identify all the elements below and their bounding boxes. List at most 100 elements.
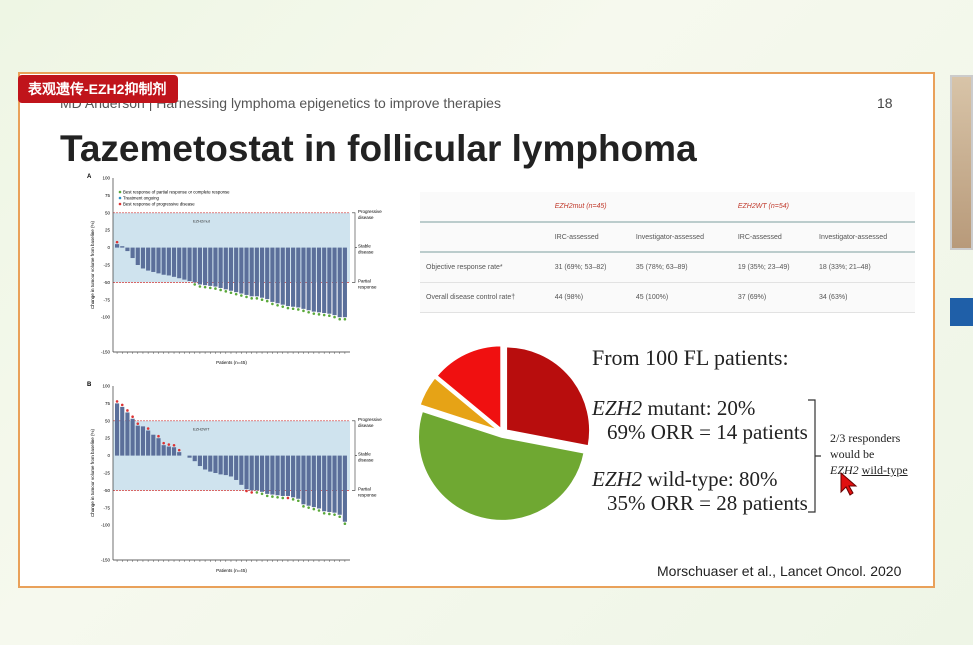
zone-label: response — [358, 492, 377, 497]
bar — [316, 247, 322, 313]
bar — [301, 455, 306, 505]
subheader: IRC-assessed — [548, 222, 630, 253]
y-tick-label: -25 — [103, 471, 110, 476]
bar — [285, 247, 291, 307]
marker — [281, 496, 285, 500]
marker — [224, 290, 228, 293]
legend-entry: Treatment ongoing — [123, 196, 160, 201]
marker — [317, 509, 321, 512]
bar — [316, 455, 322, 509]
marker — [286, 306, 290, 310]
bracket — [352, 420, 357, 491]
marker — [286, 496, 290, 500]
marker — [322, 313, 326, 317]
slide-title: Tazemetostat in follicular lymphoma — [60, 128, 697, 169]
marker — [245, 489, 248, 493]
bar — [171, 247, 177, 277]
bar — [208, 455, 213, 472]
waterfall-chart-b: B EZH2WT 100 75 50 25 0 -25 -50 -75 -100 -150 Patien… — [87, 382, 382, 573]
bar — [285, 455, 291, 496]
marker — [219, 288, 222, 292]
marker — [234, 292, 238, 296]
zone-label: Partial — [358, 486, 371, 491]
subheader: IRC-assessed — [731, 222, 813, 253]
bar — [197, 247, 202, 285]
marker — [115, 240, 119, 244]
pie-slice — [418, 376, 501, 433]
y-axis-label: Change in tumour volume from baseline (%… — [90, 220, 95, 309]
bar — [192, 455, 197, 462]
marker — [255, 491, 259, 494]
bar — [223, 455, 228, 476]
zone-label: disease — [358, 250, 374, 255]
marker — [271, 302, 274, 306]
bar — [259, 247, 265, 298]
marker — [302, 309, 305, 313]
marker — [276, 495, 279, 499]
marker — [333, 315, 336, 319]
summary-heading: From 100 FL patients: — [592, 345, 789, 370]
side-banner — [950, 298, 973, 326]
webcam-feed — [950, 75, 973, 250]
x-axis-label: Patients (n=45) — [216, 568, 247, 573]
topic-tag: 表观遗传-EZH2抑制剂 — [18, 75, 178, 103]
bar — [146, 430, 151, 456]
legend-marker — [118, 190, 122, 194]
y-tick-label: -150 — [101, 350, 111, 355]
bar — [120, 406, 125, 456]
zone-label: Progressive — [358, 209, 382, 214]
marker — [296, 308, 300, 311]
bar — [327, 455, 332, 512]
bar — [156, 247, 161, 274]
bracket — [808, 399, 821, 513]
zone-label: disease — [358, 215, 374, 220]
bar — [280, 455, 285, 496]
marker — [343, 317, 347, 321]
marker — [177, 448, 181, 452]
bar — [177, 452, 182, 456]
subheader: Investigator-assessed — [629, 222, 732, 253]
bar — [275, 247, 280, 304]
y-tick-label: -150 — [101, 558, 111, 563]
marker — [245, 295, 248, 299]
bar — [265, 455, 270, 494]
bracket — [352, 212, 357, 283]
bar — [296, 247, 301, 308]
bar — [249, 455, 254, 491]
bar — [213, 247, 218, 287]
marker — [296, 499, 300, 503]
bar — [192, 247, 197, 283]
bar — [120, 246, 125, 248]
wildtype-orr: 35% ORR = 28 patients — [607, 491, 808, 515]
y-tick-label: 0 — [107, 245, 110, 250]
bar — [161, 445, 166, 456]
legend-entry: Best response of partial response or com… — [123, 190, 230, 195]
bar — [197, 455, 202, 467]
bar — [130, 418, 135, 456]
panel-label: B — [87, 382, 92, 388]
marker — [281, 305, 285, 308]
marker — [317, 313, 321, 316]
marker — [302, 505, 305, 508]
bar — [182, 247, 187, 280]
bar — [228, 247, 234, 291]
mutant-line: EZH2 mutant: 20% — [592, 396, 756, 420]
marker — [203, 285, 207, 289]
bar — [306, 247, 311, 311]
bar — [337, 247, 342, 318]
bar — [332, 455, 337, 513]
marker — [229, 291, 233, 295]
bar — [187, 455, 192, 458]
y-tick-label: -100 — [101, 523, 111, 528]
marker — [328, 512, 331, 516]
marker — [328, 314, 331, 318]
marker — [343, 522, 347, 526]
bar — [234, 455, 239, 480]
bar — [306, 455, 311, 506]
bar — [171, 447, 177, 456]
zone-label: Stable — [358, 452, 371, 457]
marker — [338, 317, 342, 321]
marker — [322, 511, 326, 515]
marker — [255, 297, 259, 300]
legend-marker — [118, 202, 122, 206]
